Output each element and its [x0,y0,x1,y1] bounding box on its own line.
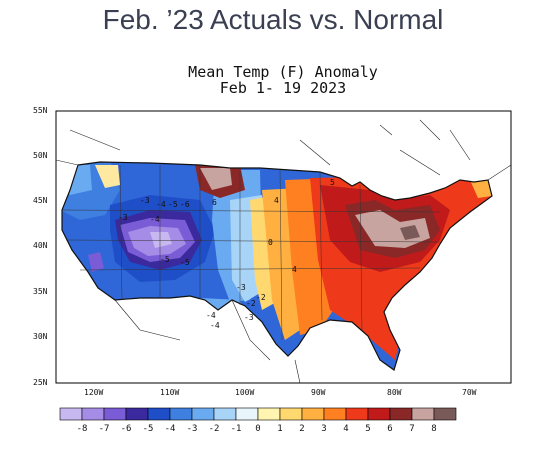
slide-title: Feb. ’23 Actuals vs. Normal [102,4,444,35]
svg-text:4: 4 [292,265,297,274]
svg-text:-4: -4 [210,321,220,330]
country-border-lines [55,119,512,384]
legend-tick-label: -1 [230,424,242,434]
lon-label: 80W [387,388,402,397]
svg-text:-4: -4 [206,311,216,320]
svg-text:-2: -2 [256,293,266,302]
legend-bar [59,407,457,421]
svg-text:-5: -5 [180,258,190,267]
lat-label: 55N [33,106,48,115]
legend-tick-label: -7 [98,424,110,434]
legend-tick-label: -6 [120,424,132,434]
legend-tick-label: 3 [321,424,327,434]
map-subtitle-date-range: Feb 1- 19 2023 [219,79,347,97]
legend-tick-label: -3 [186,424,198,434]
legend-tick-label: 4 [343,424,349,434]
svg-text:-3: -3 [118,213,128,222]
legend-tick-label: 6 [387,424,393,434]
lon-label: 100W [235,388,255,397]
legend-tick-label: 7 [409,424,415,434]
svg-text:-4: -4 [150,215,160,224]
svg-text:-5: -5 [168,200,178,209]
svg-text:4: 4 [274,196,279,205]
legend-tick-label: -2 [208,424,220,434]
legend-tick-label: -5 [142,424,154,434]
lat-label: 45N [33,196,48,205]
lon-label: 110W [160,388,180,397]
lon-label: 120W [84,388,104,397]
legend-tick-label: 0 [255,424,261,434]
lat-label: 30N [33,332,48,341]
lat-label: 50N [33,151,48,160]
legend-tick-label: 1 [277,424,283,434]
svg-text:-5: -5 [160,255,170,264]
legend-tick-label: 5 [365,424,371,434]
lat-label: 25N [33,378,48,387]
svg-text:6: 6 [212,198,217,207]
state-boundaries [61,164,441,341]
svg-text:-3: -3 [244,313,254,322]
svg-text:-2: -2 [246,299,256,308]
lon-label: 70W [462,388,477,397]
map-title: Mean Temp (F) Anomaly [188,63,378,81]
lon-label: 90W [311,388,326,397]
svg-text:5: 5 [330,178,335,187]
legend-tick-label: -4 [164,424,176,434]
us-outline [61,161,493,371]
svg-text:-3: -3 [236,283,246,292]
lat-label: 40N [33,241,48,250]
svg-text:0: 0 [268,238,273,247]
svg-text:-4: -4 [156,200,166,209]
legend-tick-label: -8 [76,424,88,434]
legend-tick-label: 2 [299,424,305,434]
svg-text:-3: -3 [140,196,150,205]
contour-label-layer: -3 -4 -5 -6 -3 -4 -5 -5 -3 -2 -4 -3 -2 0… [118,178,335,330]
lat-label: 35N [33,287,48,296]
legend-tick-label: 8 [431,424,437,434]
svg-text:-6: -6 [180,200,190,209]
